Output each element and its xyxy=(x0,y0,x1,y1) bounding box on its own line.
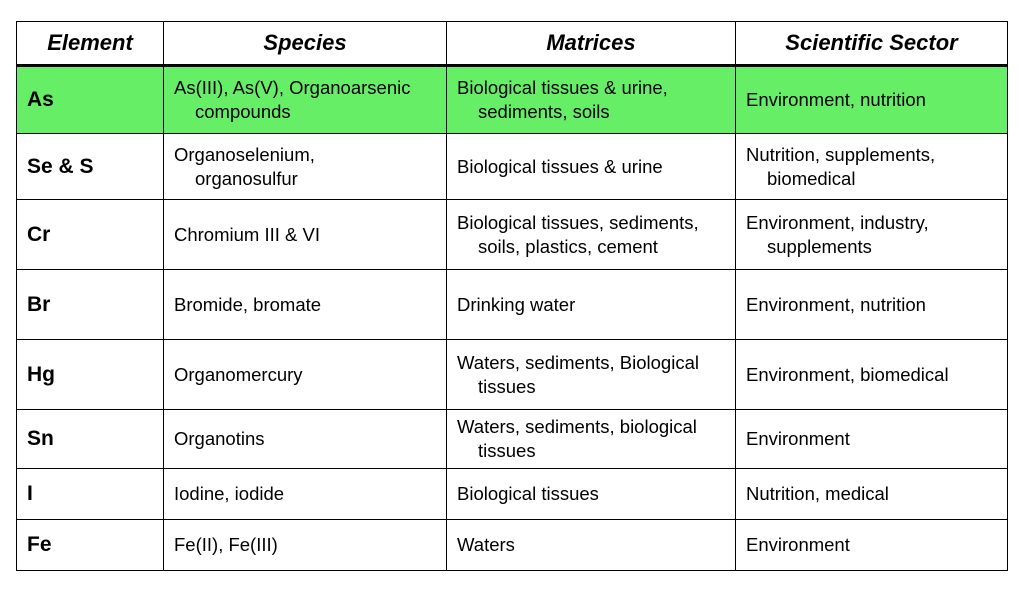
element-cell: Fe xyxy=(16,519,164,571)
cell-text-line: Environment xyxy=(746,428,850,449)
element-cell: Se & S xyxy=(16,133,164,200)
cell-text-line: Biological tissues & urine xyxy=(457,155,663,177)
cell-text-line: Organoselenium, xyxy=(174,143,315,165)
cell-text-line: sediments, soils xyxy=(478,101,610,122)
cell-text-line: supplements xyxy=(767,235,872,257)
table-row: Se & S Organoselenium, organosulfur Biologi… xyxy=(16,133,1008,200)
species-cell: Iodine, iodide xyxy=(163,468,447,520)
scientific-sector-cell: Environment, nutrition xyxy=(735,65,1008,134)
matrices-cell: Biological tissues, sediments, soils, pla… xyxy=(446,199,736,270)
cell-text-line: Nutrition, medical xyxy=(746,483,889,504)
element-cell: Sn xyxy=(16,409,164,469)
matrices-cell: Biological tissues xyxy=(446,468,736,520)
element-cell: Br xyxy=(16,269,164,340)
element-cell: I xyxy=(16,468,164,520)
cell-text-line: Biological tissues, sediments, xyxy=(457,211,699,233)
scientific-sector-cell: Environment xyxy=(735,519,1008,571)
cell-text-line: compounds xyxy=(195,101,291,122)
cell-text-line: Environment, biomedical xyxy=(746,363,949,385)
cell-text-line: Fe(II), Fe(III) xyxy=(174,534,278,555)
scientific-sector-cell: Nutrition, supplements, biomedical xyxy=(735,133,1008,200)
table-row: Hg Organomercury Waters, sediments, Biolog… xyxy=(16,339,1008,410)
header-matrices: Matrices xyxy=(446,21,736,67)
species-cell: Bromide, bromate xyxy=(163,269,447,340)
scientific-sector-cell: Environment, biomedical xyxy=(735,339,1008,410)
scientific-sector-cell: Environment xyxy=(735,409,1008,469)
cell-text-line: Bromide, bromate xyxy=(174,293,322,315)
matrices-cell: Waters, sediments, biological tissues xyxy=(446,409,736,469)
cell-text-line: Iodine, iodide xyxy=(174,483,285,504)
cell-text-line: organosulfur xyxy=(195,167,298,189)
element-cell: Cr xyxy=(16,199,164,270)
cell-text-line: Organomercury xyxy=(174,363,303,385)
cell-text-line: soils, plastics, cement xyxy=(478,235,658,257)
speciation-table: Element Species Matrices Scientific Sect… xyxy=(16,21,1008,571)
cell-text-line: Waters, sediments, Biological xyxy=(457,351,699,373)
table-body: As As(III), As(V), Organoarsenic compounds… xyxy=(16,65,1008,571)
table-row: As As(III), As(V), Organoarsenic compounds… xyxy=(16,65,1008,134)
species-cell: Chromium III & VI xyxy=(163,199,447,270)
cell-text-line: tissues xyxy=(478,375,536,397)
table-row: Sn Organotins Waters, sediments, biologica… xyxy=(16,409,1008,469)
matrices-cell: Waters xyxy=(446,519,736,571)
cell-text-line: Waters, sediments, biological xyxy=(457,416,697,437)
table-row: Cr Chromium III & VI Biological tissues, s… xyxy=(16,199,1008,270)
cell-text-line: Chromium III & VI xyxy=(174,223,320,245)
species-cell: Organotins xyxy=(163,409,447,469)
cell-text-line: Waters xyxy=(457,534,515,555)
table-row: Fe Fe(II), Fe(III) Waters Environment xyxy=(16,519,1008,571)
cell-text-line: biomedical xyxy=(767,167,856,189)
cell-text-line: Drinking water xyxy=(457,293,576,315)
cell-text-line: tissues xyxy=(478,440,536,461)
cell-text-line: Biological tissues & urine, xyxy=(457,77,668,98)
header-species: Species xyxy=(163,21,447,67)
matrices-cell: Biological tissues & urine xyxy=(446,133,736,200)
cell-text-line: Environment xyxy=(746,534,850,555)
cell-text-line: Organotins xyxy=(174,428,265,449)
header-element: Element xyxy=(16,21,164,67)
cell-text-line: Biological tissues xyxy=(457,483,599,504)
header-row: Element Species Matrices Scientific Sect… xyxy=(16,21,1008,67)
matrices-cell: Biological tissues & urine, sediments, so… xyxy=(446,65,736,134)
cell-text-line: Nutrition, supplements, xyxy=(746,143,936,165)
cell-text-line: Environment, nutrition xyxy=(746,293,926,315)
element-cell: Hg xyxy=(16,339,164,410)
cell-text-line: Environment, nutrition xyxy=(746,89,926,110)
species-cell: Fe(II), Fe(III) xyxy=(163,519,447,571)
cell-text-line: Environment, industry, xyxy=(746,211,929,233)
cell-text-line: As(III), As(V), Organoarsenic xyxy=(174,77,411,98)
scientific-sector-cell: Nutrition, medical xyxy=(735,468,1008,520)
element-cell: As xyxy=(16,65,164,134)
matrices-cell: Drinking water xyxy=(446,269,736,340)
table-row: I Iodine, iodide Biological tissues Nutriti… xyxy=(16,468,1008,520)
scientific-sector-cell: Environment, industry, supplements xyxy=(735,199,1008,270)
species-cell: Organoselenium, organosulfur xyxy=(163,133,447,200)
species-cell: As(III), As(V), Organoarsenic compounds xyxy=(163,65,447,134)
matrices-cell: Waters, sediments, Biological tissues xyxy=(446,339,736,410)
species-cell: Organomercury xyxy=(163,339,447,410)
scientific-sector-cell: Environment, nutrition xyxy=(735,269,1008,340)
header-scientific-sector: Scientific Sector xyxy=(735,21,1008,67)
table-row: Br Bromide, bromate Drinking water Environm… xyxy=(16,269,1008,340)
